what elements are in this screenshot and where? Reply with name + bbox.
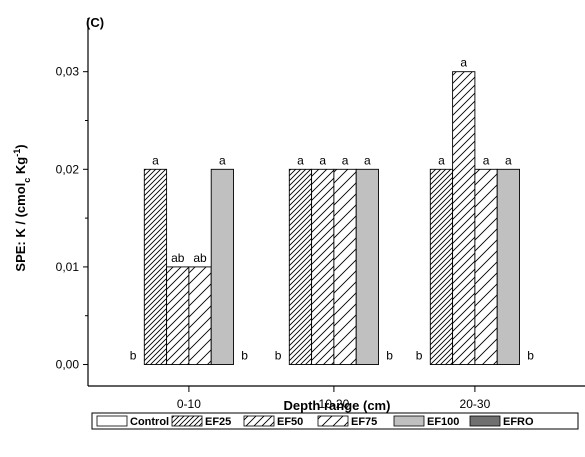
- bar-ef25: [143, 168, 168, 365]
- x-axis-title: Depth range (cm): [284, 398, 391, 413]
- legend-label-control: Control: [130, 416, 169, 428]
- y-axis-title: SPE: K / (cmolc Kg-1): [12, 144, 32, 271]
- significance-label: a: [342, 153, 349, 167]
- legend-swatch-control: [96, 415, 128, 427]
- significance-label: b: [130, 349, 137, 363]
- panel-label: (C): [86, 15, 104, 30]
- x-tick-label: 10-20: [319, 397, 350, 411]
- bar-ef100: [355, 168, 379, 365]
- significance-label: b: [527, 349, 534, 363]
- bar-ef75: [474, 168, 498, 365]
- x-axis: 0-10 10-20 20-30: [88, 385, 585, 411]
- y-tick-label: 0,02: [56, 162, 80, 176]
- significance-label: a: [438, 153, 445, 167]
- bar-ef75: [333, 168, 357, 365]
- legend-label-efro: EFRO: [503, 416, 534, 428]
- legend-swatch-ef25: [171, 415, 203, 427]
- significance-label: b: [241, 349, 248, 363]
- bar-ef50: [452, 71, 476, 365]
- bar-ef100: [496, 168, 520, 365]
- significance-label: b: [416, 349, 423, 363]
- significance-label: a: [483, 153, 490, 167]
- legend: Control EF25 EF50 EF75 EF100 EFRO: [91, 412, 579, 430]
- significance-label: a: [460, 56, 467, 70]
- legend-swatch-ef100: [393, 415, 425, 427]
- bar-ef100: [210, 168, 234, 365]
- significance-label: b: [386, 349, 393, 363]
- significance-label: a: [219, 153, 226, 167]
- bar-ef75: [188, 266, 212, 365]
- legend-swatch-ef50: [243, 415, 275, 427]
- legend-swatch-ef75: [317, 415, 349, 427]
- bar-ef50: [311, 168, 335, 365]
- legend-label-ef100: EF100: [427, 416, 459, 428]
- y-tick-label: 0,00: [56, 358, 80, 372]
- bar-ef25: [429, 168, 454, 365]
- bar-ef50: [166, 266, 190, 365]
- y-tick-label: 0,03: [56, 65, 80, 79]
- y-tick-label: 0,01: [56, 260, 80, 274]
- x-tick-label: 0-10: [177, 397, 201, 411]
- x-tick-label: 20-30: [460, 397, 491, 411]
- significance-label: ab: [171, 251, 185, 265]
- significance-label: a: [297, 153, 304, 167]
- y-axis: 0,00 0,01 0,02 0,03: [56, 18, 89, 386]
- significance-label: ab: [193, 251, 207, 265]
- legend-label-ef25: EF25: [205, 416, 231, 428]
- legend-label-ef75: EF75: [351, 416, 377, 428]
- significance-label: a: [364, 153, 371, 167]
- significance-label: b: [275, 349, 282, 363]
- significance-label: a: [505, 153, 512, 167]
- legend-label-ef50: EF50: [277, 416, 303, 428]
- bar-ef25: [288, 168, 313, 365]
- significance-label: a: [152, 153, 159, 167]
- legend-swatch-efro: [469, 415, 501, 427]
- significance-label: a: [319, 153, 326, 167]
